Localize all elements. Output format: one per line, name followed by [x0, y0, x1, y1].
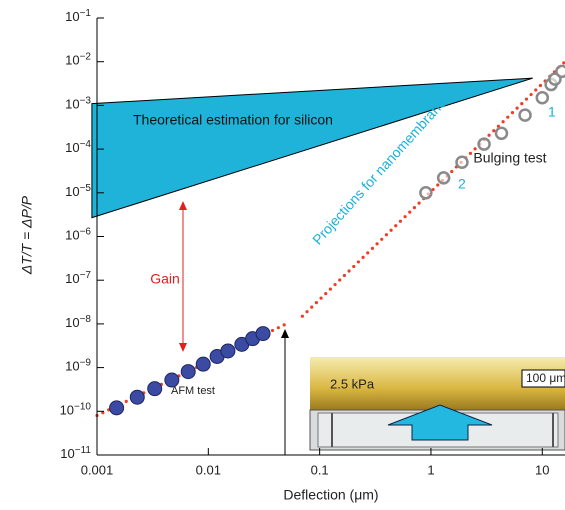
afm-point — [195, 356, 211, 372]
x-axis-label: Deflection (μm) — [283, 487, 378, 503]
inset-photo: 2.5 kPa 100 μm — [309, 357, 565, 451]
bulging-point — [535, 90, 550, 105]
y-tick-label: 10−3 — [65, 95, 91, 112]
bulging-point — [436, 171, 451, 185]
bulging-point — [455, 155, 469, 170]
point-label-1: 1 — [548, 104, 556, 120]
bulging-point — [419, 186, 433, 200]
region-label: Theoretical estimation for silicon — [133, 112, 333, 128]
theory-region — [91, 77, 533, 219]
bulging-point — [477, 137, 491, 151]
y-tick-label: 10−10 — [60, 401, 92, 418]
projection-line — [300, 60, 565, 318]
afm-point — [109, 400, 125, 416]
bulging-point — [518, 108, 532, 122]
point-label-2: 2 — [458, 176, 466, 192]
y-tick-label: 10−6 — [65, 226, 91, 243]
x-tick-label: 10 — [535, 462, 549, 477]
afm-point — [180, 364, 196, 380]
bulging-label: Bulging test — [473, 150, 546, 166]
afm-point — [147, 381, 163, 397]
y-tick-label: 10−2 — [65, 51, 91, 68]
y-tick-label: 10−9 — [65, 357, 91, 374]
afm-point — [220, 343, 236, 359]
gain-label: Gain — [150, 271, 180, 287]
y-tick-label: 10−8 — [65, 314, 91, 331]
x-tick-label: 0.1 — [311, 462, 329, 477]
y-tick-label: 10−4 — [65, 139, 91, 156]
x-tick-label: 0.001 — [81, 462, 114, 477]
bulging-point — [555, 64, 565, 79]
afm-label: AFM test — [171, 385, 215, 397]
y-tick-label: 10−5 — [65, 182, 91, 199]
gap-arrow — [281, 329, 289, 455]
y-axis-label: ΔT/T = ΔP/P — [19, 195, 35, 275]
gain-arrow — [179, 201, 187, 352]
y-tick-label: 10−1 — [65, 8, 91, 25]
x-tick-label: 0.01 — [196, 462, 221, 477]
y-tick-label: 10−7 — [65, 270, 91, 287]
x-tick-label: 1 — [427, 462, 434, 477]
inset-pressure: 2.5 kPa — [330, 376, 375, 391]
afm-point — [255, 326, 271, 342]
y-tick-label: 10−11 — [60, 445, 91, 462]
afm-point — [129, 389, 145, 405]
inset-scale: 100 μm — [526, 371, 565, 385]
afm-point — [164, 372, 180, 388]
bulging-point — [494, 126, 509, 141]
